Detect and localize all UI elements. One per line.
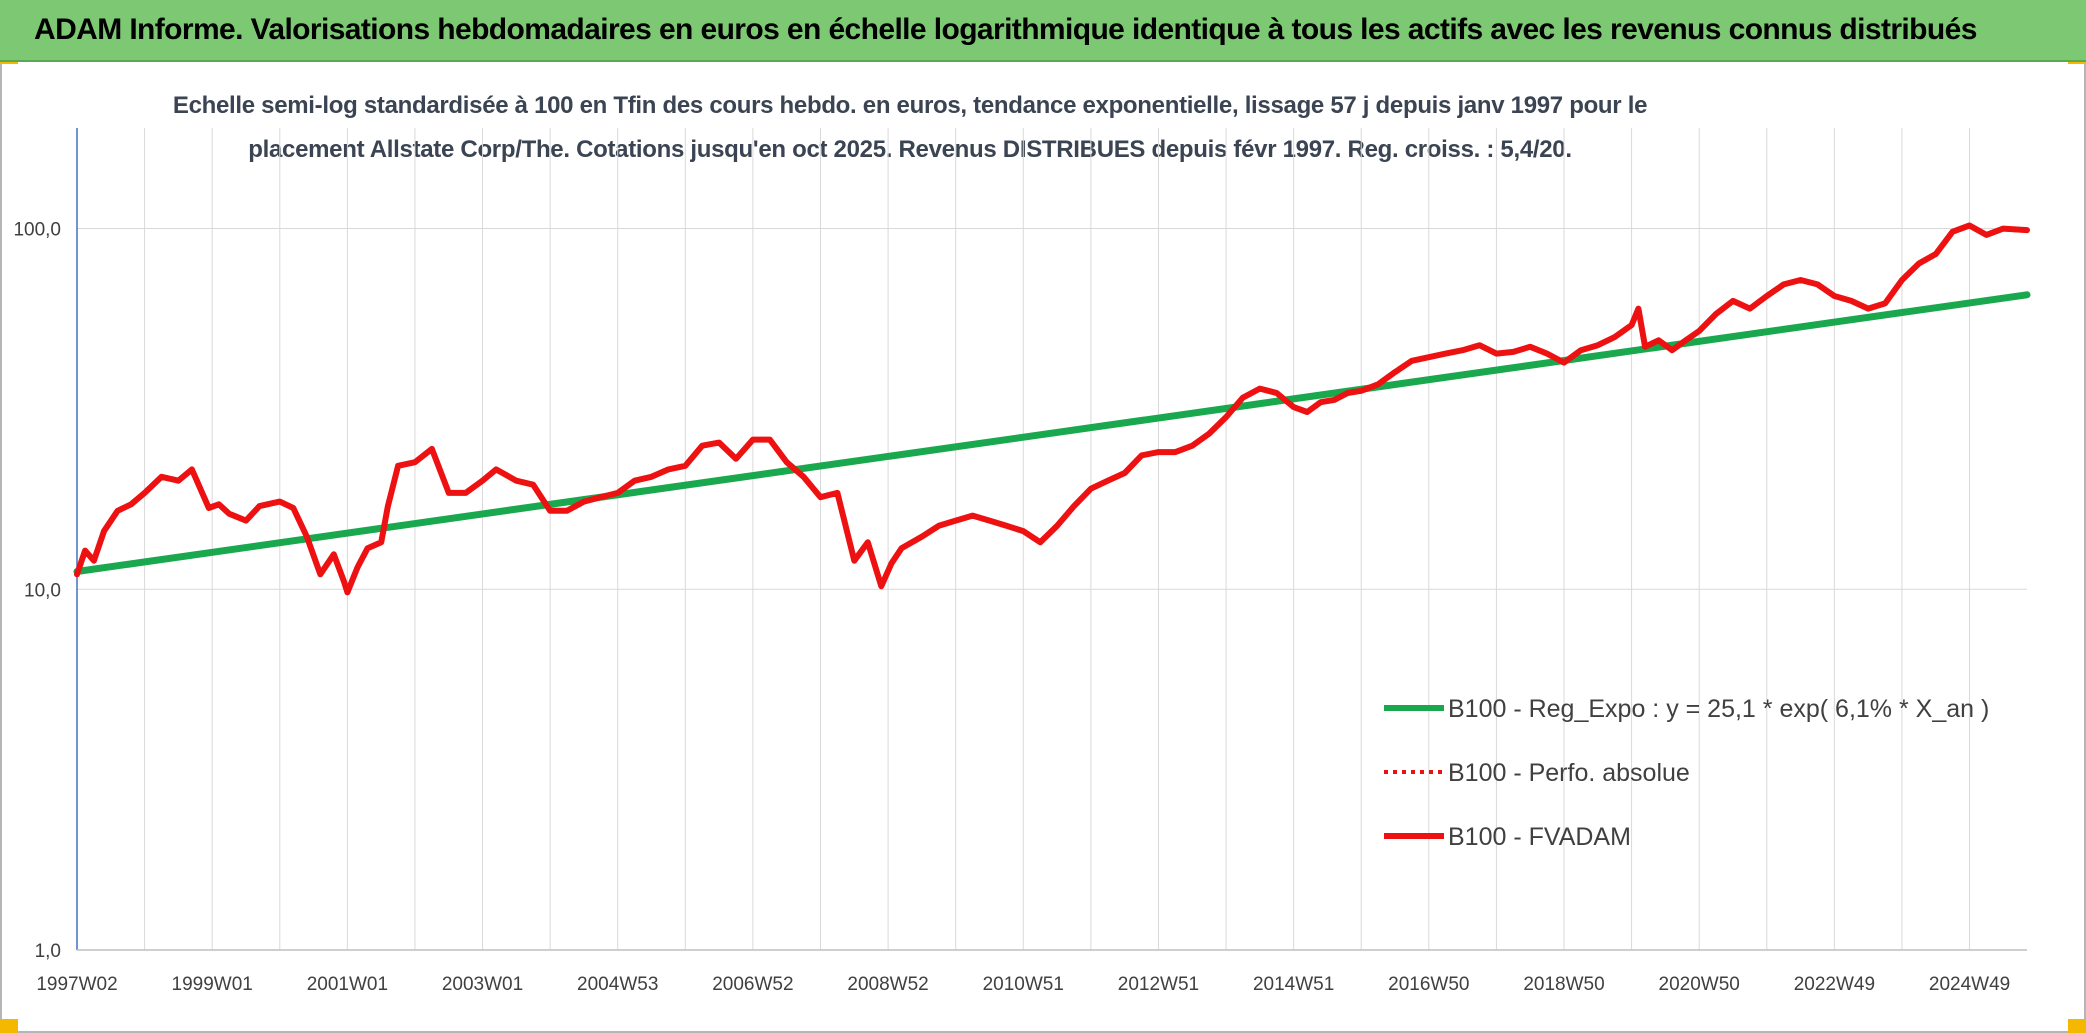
x-tick-label: 2016W50 (1388, 974, 1469, 995)
header-bar: ADAM Informe. Valorisations hebdomadaire… (0, 0, 2086, 62)
y-tick-label: 1,0 (35, 941, 61, 962)
x-tick-label: 2012W51 (1118, 974, 1199, 995)
y-tick-label: 100,0 (13, 220, 61, 241)
legend-item: B100 - Reg_Expo : y = 25,1 * exp( 6,1% *… (1384, 695, 1989, 723)
legend: B100 - Reg_Expo : y = 25,1 * exp( 6,1% *… (1384, 695, 1989, 851)
x-tick-label: 2001W01 (307, 974, 388, 995)
x-tick-label: 2010W51 (983, 974, 1064, 995)
series-line-trend (73, 291, 2031, 575)
x-tick-label: 1999W01 (172, 974, 253, 995)
x-tick-label: 2024W49 (1929, 974, 2010, 995)
y-tick-label: 10,0 (24, 580, 61, 601)
x-tick-label: 2006W52 (712, 974, 793, 995)
legend-label: B100 - FVADAM (1448, 823, 1631, 851)
chart-title-line-1: Echelle semi-log standardisée à 100 en T… (172, 92, 1648, 119)
series-line-fvadam (74, 222, 2030, 596)
page-title: ADAM Informe. Valorisations hebdomadaire… (34, 13, 1977, 46)
legend-item: B100 - Perfo. absolue (1384, 759, 1690, 787)
series (73, 222, 2031, 596)
x-tick-label: 2022W49 (1794, 974, 1875, 995)
legend-label: B100 - Perfo. absolue (1448, 759, 1690, 787)
legend-label: B100 - Reg_Expo : y = 25,1 * exp( 6,1% *… (1448, 695, 1989, 723)
chart-title-line-2: placement Allstate Corp/The. Cotations j… (248, 136, 1572, 163)
chart-title: Echelle semi-log standardisée à 100 en T… (160, 84, 1660, 172)
axes: 1,0 10,0 100,0 1997W02 1999W01 2001W01 2003W01… (13, 128, 2027, 995)
corner-marker-bottom-left (0, 1019, 18, 1033)
grid (76, 128, 2027, 951)
x-tick-label: 2018W50 (1523, 974, 1604, 995)
x-tick-label: 2020W50 (1659, 974, 1740, 995)
x-tick-label: 2008W52 (847, 974, 928, 995)
corner-marker-bottom-right (2068, 1019, 2086, 1033)
x-tick-label: 2014W51 (1253, 974, 1334, 995)
x-tick-label: 1997W02 (36, 974, 117, 995)
x-tick-label: 2004W53 (577, 974, 658, 995)
x-tick-label: 2003W01 (442, 974, 523, 995)
legend-item: B100 - FVADAM (1384, 823, 1631, 851)
